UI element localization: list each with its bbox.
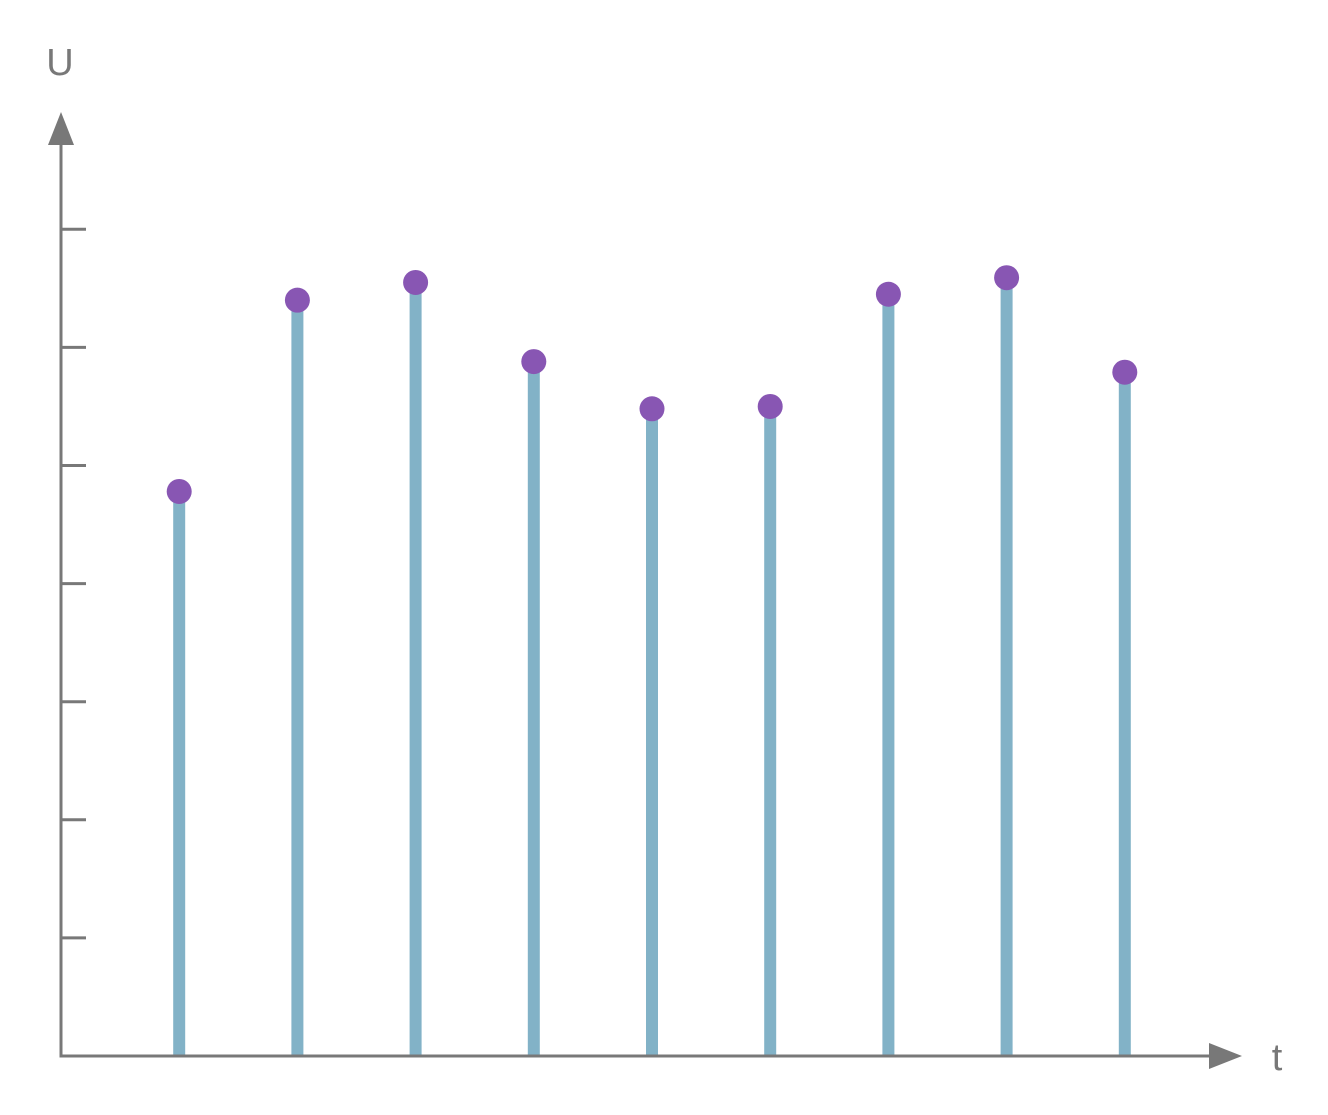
stem-series <box>166 265 1138 1056</box>
y-axis-arrow-icon <box>48 112 74 145</box>
x-axis-label: t <box>1272 1037 1283 1079</box>
x-axis-arrow-icon <box>1209 1043 1242 1069</box>
stem-marker <box>875 281 901 307</box>
stem-marker <box>994 265 1020 291</box>
stem-marker <box>639 396 665 422</box>
stem-marker <box>757 393 783 419</box>
stem-marker <box>284 287 310 313</box>
y-axis-ticks <box>61 227 86 940</box>
stem-marker <box>521 349 547 375</box>
stem-marker <box>166 478 192 504</box>
stem-marker <box>403 269 429 295</box>
stem-marker <box>1112 359 1138 385</box>
y-axis-label: U <box>46 42 73 84</box>
